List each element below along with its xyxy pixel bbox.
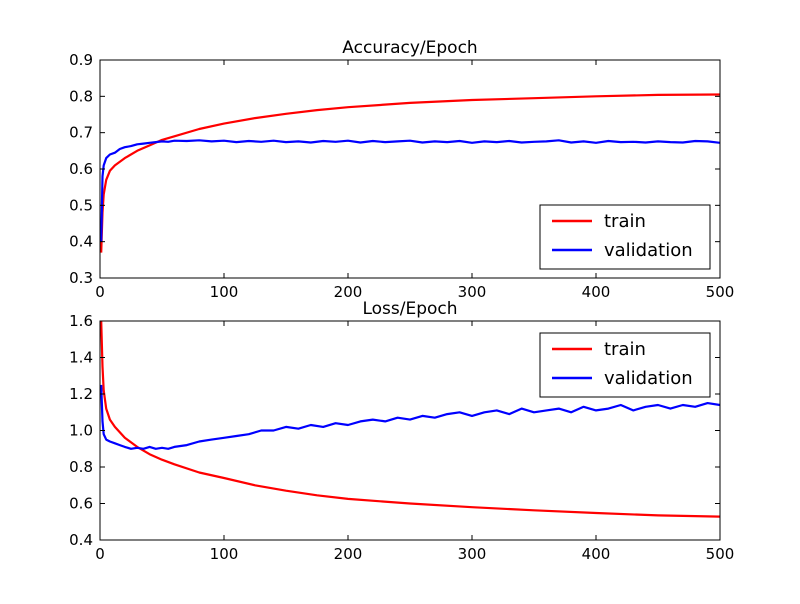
legend-label-validation: validation xyxy=(604,368,693,389)
x-tick-label: 100 xyxy=(210,545,239,563)
x-tick-label: 200 xyxy=(334,283,363,301)
y-tick-label: 0.6 xyxy=(69,160,93,178)
y-tick-label: 1.6 xyxy=(69,312,93,330)
x-tick-label: 400 xyxy=(582,545,611,563)
chart-panel-2: 0 100 200 300 400 500 0.4 0.6 0.8 1.0 1.2 1.4 1.6 Los… xyxy=(69,299,734,563)
y-tick-label: 0.5 xyxy=(69,196,93,214)
legend: train validation xyxy=(539,332,711,398)
y-tick-label: 0.8 xyxy=(69,87,93,105)
x-tick-label: 0 xyxy=(95,283,105,301)
series-line-validation xyxy=(100,139,720,242)
x-tick-label: 400 xyxy=(582,283,611,301)
chart-title: Loss/Epoch xyxy=(362,299,457,319)
legend-label-train: train xyxy=(604,339,646,360)
x-tick-label: 500 xyxy=(706,545,735,563)
series-line-train xyxy=(100,93,720,253)
x-tick-label: 300 xyxy=(458,545,487,563)
y-tick-label: 1.4 xyxy=(69,349,93,367)
series-line-train xyxy=(100,321,720,518)
chart-title: Accuracy/Epoch xyxy=(342,38,477,58)
x-tick-label: 0 xyxy=(95,545,105,563)
legend-box xyxy=(539,332,711,398)
y-tick-label: 1.0 xyxy=(69,422,93,440)
x-tick-label: 500 xyxy=(706,283,735,301)
legend-label-train: train xyxy=(604,211,646,232)
y-tick-label: 1.2 xyxy=(69,385,93,403)
x-tick-label: 100 xyxy=(210,283,239,301)
y-tick-label: 0.8 xyxy=(69,458,93,476)
y-tick-label: 0.9 xyxy=(69,51,93,69)
legend: train validation xyxy=(539,204,711,270)
y-tick-label: 0.7 xyxy=(69,124,93,142)
series-line-validation xyxy=(100,384,720,450)
chart-panel-1: 0 100 200 300 400 500 0.3 0.4 0.5 0.6 0.7 0.8 0.9 Acc… xyxy=(69,38,734,301)
y-tick-label: 0.4 xyxy=(69,531,93,549)
legend-label-validation: validation xyxy=(604,240,693,261)
y-tick-label: 0.3 xyxy=(69,269,93,287)
y-tick-label: 0.6 xyxy=(69,495,93,513)
x-tick-label: 300 xyxy=(458,283,487,301)
y-tick-label: 0.4 xyxy=(69,233,93,251)
x-tick-label: 200 xyxy=(334,545,363,563)
legend-box xyxy=(539,204,711,270)
